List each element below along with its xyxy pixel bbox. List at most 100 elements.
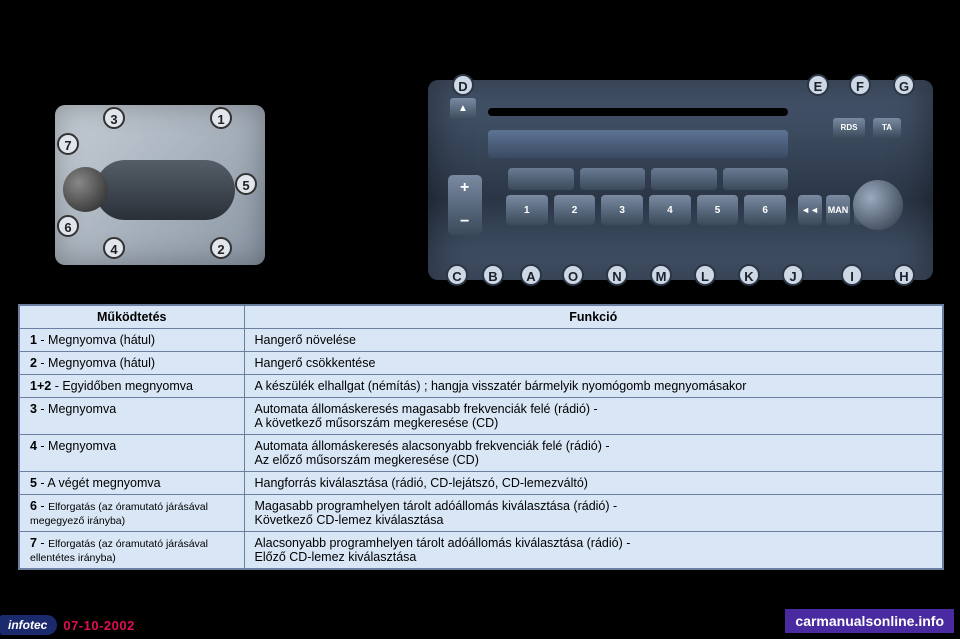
cell-action: 4 - Megnyomva — [19, 435, 244, 472]
action-sub: Elforgatás (az óramutató járásával ellen… — [30, 538, 208, 564]
table-row: 4 - Megnyomva Automata állomáskeresés ala… — [19, 435, 943, 472]
radio-callout-F: F — [849, 74, 871, 96]
table-row: 1+2 - Egyidőben megnyomva A készülék elha… — [19, 375, 943, 398]
action-sub: Elforgatás (az óramutató járásával megeg… — [30, 501, 208, 527]
radio-callout-B: B — [482, 264, 504, 286]
cell-action: 1 - Megnyomva (hátul) — [19, 329, 244, 352]
action-key: 1 — [30, 333, 37, 347]
ta-button: TA — [873, 118, 901, 138]
cell-function: Hangerő növelése — [244, 329, 943, 352]
radio-callout-M: M — [650, 264, 672, 286]
cell-action: 5 - A végét megnyomva — [19, 472, 244, 495]
action-text: - Megnyomva (hátul) — [37, 356, 155, 370]
action-key: 1+2 — [30, 379, 51, 393]
preset-3: 3 — [601, 195, 643, 225]
action-key: 2 — [30, 356, 37, 370]
radio-callout-C: C — [446, 264, 468, 286]
cell-function: Alacsonyabb programhelyen tárolt adóállo… — [244, 532, 943, 570]
audio-knob — [853, 180, 903, 230]
seek-man: MAN — [826, 195, 850, 225]
mode-buttons — [508, 168, 788, 190]
function-line: A készülék elhallgat (némítás) ; hangja … — [255, 379, 933, 393]
table-row: 1 - Megnyomva (hátul) Hangerő növelése — [19, 329, 943, 352]
stalk-body — [95, 160, 235, 220]
function-line: Automata állomáskeresés magasabb frekven… — [255, 402, 933, 416]
table-row: 5 - A végét megnyomva Hangforrás kiválasz… — [19, 472, 943, 495]
radio-display — [488, 130, 788, 158]
radio-callout-G: G — [893, 74, 915, 96]
stalk-tip — [63, 167, 108, 212]
cell-function: A készülék elhallgat (némítás) ; hangja … — [244, 375, 943, 398]
table-header-row: Működtetés Funkció — [19, 305, 943, 329]
eject-button: ▲ — [450, 98, 476, 120]
radio-callout-D: D — [452, 74, 474, 96]
function-line: Hangerő csökkentése — [255, 356, 933, 370]
action-key: 5 — [30, 476, 37, 490]
radio-illustration: ▲ RDS TA 1 2 3 4 5 6 ◄◄ MAN ►► — [428, 80, 933, 280]
table-row: 2 - Megnyomva (hátul) Hangerő csökkentése — [19, 352, 943, 375]
radio-callout-J: J — [782, 264, 804, 286]
preset-1: 1 — [506, 195, 548, 225]
radio-callout-L: L — [694, 264, 716, 286]
action-key: 4 — [30, 439, 37, 453]
footer-left: infotec 07-10-2002 — [0, 615, 135, 635]
stalk-callout-2: 2 — [210, 237, 232, 259]
function-line: Hangforrás kiválasztása (rádió, CD-leját… — [255, 476, 933, 490]
radio-callout-H: H — [893, 264, 915, 286]
function-line: A következő műsorszám megkeresése (CD) — [255, 416, 933, 430]
cell-function: Hangerő csökkentése — [244, 352, 943, 375]
action-text: - Egyidőben megnyomva — [51, 379, 193, 393]
action-text: - Megnyomva — [37, 402, 116, 416]
preset-6: 6 — [744, 195, 786, 225]
watermark: carmanualsonline.info — [785, 609, 954, 633]
table-row: 6 - Elforgatás (az óramutató járásával m… — [19, 495, 943, 532]
footer-date: 07-10-2002 — [63, 618, 135, 633]
table-body: 1 - Megnyomva (hátul) Hangerő növelése 2 -… — [19, 329, 943, 570]
cell-function: Automata állomáskeresés alacsonyabb frek… — [244, 435, 943, 472]
infotec-badge: infotec — [0, 615, 57, 635]
steering-stalk-illustration: 1 2 3 4 5 6 7 — [55, 105, 265, 265]
action-key: 7 — [30, 536, 37, 550]
action-key: 6 — [30, 499, 37, 513]
cell-function: Hangforrás kiválasztása (rádió, CD-leját… — [244, 472, 943, 495]
radio-callout-O: O — [562, 264, 584, 286]
seek-prev: ◄◄ — [798, 195, 822, 225]
function-line: Előző CD-lemez kiválasztása — [255, 550, 933, 564]
cell-action: 7 - Elforgatás (az óramutató járásával e… — [19, 532, 244, 570]
function-line: Az előző műsorszám megkeresése (CD) — [255, 453, 933, 467]
function-line: Automata állomáskeresés alacsonyabb frek… — [255, 439, 933, 453]
function-line: Hangerő növelése — [255, 333, 933, 347]
cell-action: 3 - Megnyomva — [19, 398, 244, 435]
radio-callout-I: I — [841, 264, 863, 286]
function-line: Magasabb programhelyen tárolt adóállomás… — [255, 499, 933, 513]
rds-button: RDS — [833, 118, 865, 138]
stalk-callout-7: 7 — [57, 133, 79, 155]
cd-slot — [488, 108, 788, 116]
header-function: Funkció — [244, 305, 943, 329]
header-action: Működtetés — [19, 305, 244, 329]
table-row: 7 - Elforgatás (az óramutató járásával e… — [19, 532, 943, 570]
radio-callout-E: E — [807, 74, 829, 96]
action-text: - A végét megnyomva — [37, 476, 161, 490]
radio-callout-A: A — [520, 264, 542, 286]
cell-function: Magasabb programhelyen tárolt adóállomás… — [244, 495, 943, 532]
cell-action: 2 - Megnyomva (hátul) — [19, 352, 244, 375]
stalk-callout-4: 4 — [103, 237, 125, 259]
preset-row: 1 2 3 4 5 6 — [506, 195, 786, 225]
function-line: Következő CD-lemez kiválasztása — [255, 513, 933, 527]
manual-page: 1 2 3 4 5 6 7 ▲ RDS TA 1 2 3 4 5 — [0, 0, 960, 639]
stalk-callout-1: 1 — [210, 107, 232, 129]
table-row: 3 - Megnyomva Automata állomáskeresés mag… — [19, 398, 943, 435]
images-row: 1 2 3 4 5 6 7 ▲ RDS TA 1 2 3 4 5 — [0, 80, 960, 300]
action-text: - Megnyomva (hátul) — [37, 333, 155, 347]
radio-callout-N: N — [606, 264, 628, 286]
cell-action: 6 - Elforgatás (az óramutató járásával m… — [19, 495, 244, 532]
volume-rocker — [448, 175, 482, 235]
preset-2: 2 — [554, 195, 596, 225]
preset-5: 5 — [697, 195, 739, 225]
cell-function: Automata állomáskeresés magasabb frekven… — [244, 398, 943, 435]
action-text: - Megnyomva — [37, 439, 116, 453]
action-key: 3 — [30, 402, 37, 416]
stalk-callout-5: 5 — [235, 173, 257, 195]
stalk-callout-6: 6 — [57, 215, 79, 237]
